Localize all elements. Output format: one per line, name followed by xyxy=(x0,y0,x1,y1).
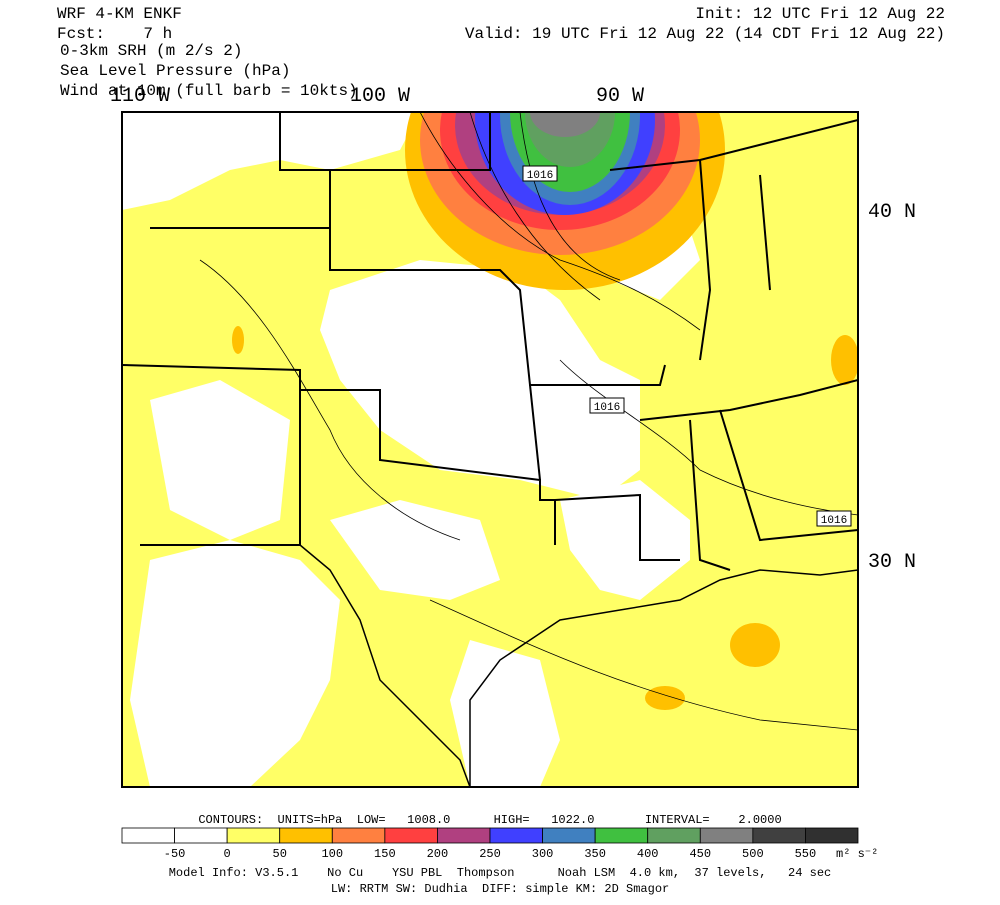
colorbar: -50 0 50 100 150 200 250 300 350 400 450 500 550 m² s… xyxy=(121,827,878,861)
white-patch xyxy=(320,260,640,500)
geo-labels: 110 W 100 W 90 W 40 N 30 N xyxy=(110,85,916,574)
forecast-hour: Fcst: 7 h xyxy=(57,25,172,43)
physics-info: LW: RRTM SW: Dudhia DIFF: simple KM: 2D … xyxy=(331,882,669,896)
colorbar-label: 150 xyxy=(374,847,396,861)
model-name: WRF 4-KM ENKF xyxy=(57,5,182,23)
colorbar-box xyxy=(121,827,175,844)
colorbar-box xyxy=(226,827,281,844)
colorbar-label: 100 xyxy=(321,847,343,861)
colorbar-box xyxy=(542,827,596,844)
colorbar-label: 500 xyxy=(742,847,764,861)
colorbar-units: m² s⁻² xyxy=(836,847,878,861)
field-name: 0-3km SRH (m 2/s 2) xyxy=(60,42,242,60)
init-time: Init: 12 UTC Fri 12 Aug 22 xyxy=(695,5,945,23)
contour-label-box xyxy=(589,397,625,414)
colorbar-label: 550 xyxy=(795,847,817,861)
colorbar-label: 300 xyxy=(532,847,554,861)
colorbar-box xyxy=(805,827,859,844)
contour-label: 1016 xyxy=(821,515,847,527)
field-name: Sea Level Pressure (hPa) xyxy=(60,62,290,80)
orange-patch xyxy=(645,686,685,710)
isobars xyxy=(199,112,858,731)
map-frame xyxy=(121,111,859,788)
colorbar-label: 400 xyxy=(637,847,659,861)
colorbar-box xyxy=(384,827,438,844)
srh-field xyxy=(122,112,858,787)
longitude-label: 110 W xyxy=(110,85,170,108)
contour-info: CONTOURS: UNITS=hPa LOW= 1008.0 HIGH= 10… xyxy=(198,813,781,827)
contour-label: 1016 xyxy=(594,402,620,414)
colorbar-box xyxy=(489,827,543,844)
contour-label-box xyxy=(816,510,852,527)
longitude-label: 90 W xyxy=(596,85,644,108)
colorbar-label: -50 xyxy=(164,847,186,861)
valid-time: Valid: 19 UTC Fri 12 Aug 22 (14 CDT Fri … xyxy=(465,25,945,43)
latitude-label: 30 N xyxy=(868,551,916,574)
white-patch xyxy=(330,500,500,600)
colorbar-label: 50 xyxy=(273,847,287,861)
colorbar-box xyxy=(279,827,333,844)
white-patch xyxy=(130,540,340,787)
colorbar-box xyxy=(174,827,228,844)
colorbar-label: 450 xyxy=(689,847,711,861)
longitude-label: 100 W xyxy=(350,85,410,108)
white-patch xyxy=(560,480,690,600)
white-patch xyxy=(450,640,560,787)
contour-labels: 1016 1016 1016 xyxy=(522,165,852,527)
colorbar-box xyxy=(647,827,701,844)
colorbar-box xyxy=(752,827,806,844)
colorbar-label: 200 xyxy=(427,847,449,861)
colorbar-box xyxy=(437,827,491,844)
field-list: 0-3km SRH (m 2/s 2) Sea Level Pressure (h… xyxy=(60,42,358,100)
colorbar-label: 250 xyxy=(479,847,501,861)
colorbar-box xyxy=(331,827,386,844)
orange-patch xyxy=(232,326,244,354)
contour-label-box xyxy=(522,165,558,182)
coastline xyxy=(299,544,858,787)
orange-patch xyxy=(831,335,858,385)
state-borders xyxy=(122,112,858,571)
latitude-label: 40 N xyxy=(868,201,916,224)
white-patch xyxy=(150,380,290,540)
colorbar-label: 350 xyxy=(584,847,606,861)
white-patch xyxy=(122,112,420,210)
orange-patch xyxy=(730,623,780,667)
colorbar-box xyxy=(699,827,754,844)
model-info: Model Info: V3.5.1 No Cu YSU PBL Thompso… xyxy=(169,866,832,880)
colorbar-box xyxy=(594,827,649,844)
field-name: Wind at 10m (full barb = 10kts) xyxy=(60,82,358,100)
storm-gray xyxy=(530,112,600,137)
colorbar-label: 0 xyxy=(224,847,231,861)
contour-label: 1016 xyxy=(527,170,553,182)
